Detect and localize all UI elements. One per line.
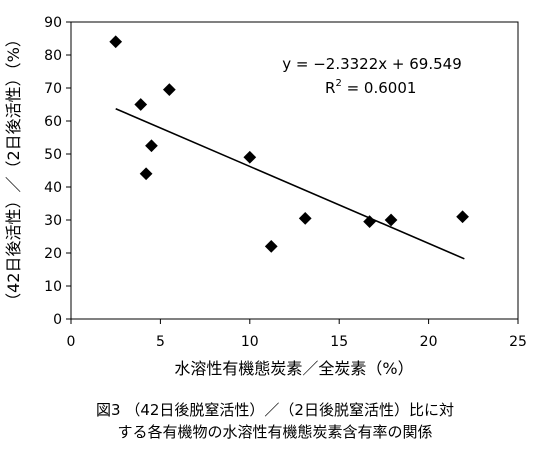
x-axis: 0 5 10 15 20 25 [67, 319, 527, 350]
y-tick-label: 60 [44, 114, 62, 130]
y-tick-label: 10 [44, 279, 62, 295]
x-tick-label: 20 [420, 334, 438, 350]
trend-r2: R2 = 0.6001 [325, 78, 416, 97]
trendline [115, 107, 465, 260]
data-point [264, 240, 278, 253]
y-tick-label: 80 [44, 48, 62, 64]
x-tick-label: 0 [67, 334, 76, 350]
trend-r2-value: = 0.6001 [342, 79, 417, 97]
plot-area-border [70, 21, 519, 320]
data-point [134, 98, 148, 111]
y-tick-label: 0 [53, 312, 62, 328]
y-tick-label: 50 [44, 147, 62, 163]
data-point [243, 150, 257, 164]
x-tick-label: 25 [509, 334, 527, 350]
trend-r2-prefix: R [325, 79, 335, 97]
y-tick-label: 40 [44, 180, 62, 196]
y-tick-label: 30 [44, 213, 62, 229]
trendline-group [115, 107, 465, 260]
y-axis: 0 10 20 30 40 50 60 70 80 90 [44, 15, 71, 328]
y-tick-label: 70 [44, 81, 62, 97]
trend-r2-superscript: 2 [335, 78, 341, 89]
data-point [384, 213, 398, 227]
data-point [456, 210, 469, 224]
figure-caption-line-2: する各有機物の水溶性有機態炭素含有率の関係 [117, 423, 433, 441]
data-point [139, 167, 153, 181]
y-tick-label: 20 [44, 246, 62, 262]
data-points [109, 35, 469, 253]
data-point [298, 211, 312, 225]
data-point [363, 215, 376, 229]
data-point [145, 139, 158, 153]
x-tick-label: 5 [156, 334, 165, 350]
x-tick-label: 10 [241, 334, 259, 350]
y-tick-label: 90 [44, 15, 62, 31]
data-point [109, 35, 123, 49]
y-axis-title: （42日後活性）／（2日後活性）（%） [4, 31, 23, 309]
x-tick-label: 15 [330, 334, 348, 350]
x-axis-title: 水溶性有機態炭素／全炭素（%） [174, 359, 413, 378]
figure-caption-line-1: 図3 （42日後脱窒活性）／（2日後脱窒活性）比に対 [96, 401, 454, 419]
data-point [162, 83, 176, 97]
trend-equation: y = −2.3322x + 69.549 [282, 55, 462, 73]
